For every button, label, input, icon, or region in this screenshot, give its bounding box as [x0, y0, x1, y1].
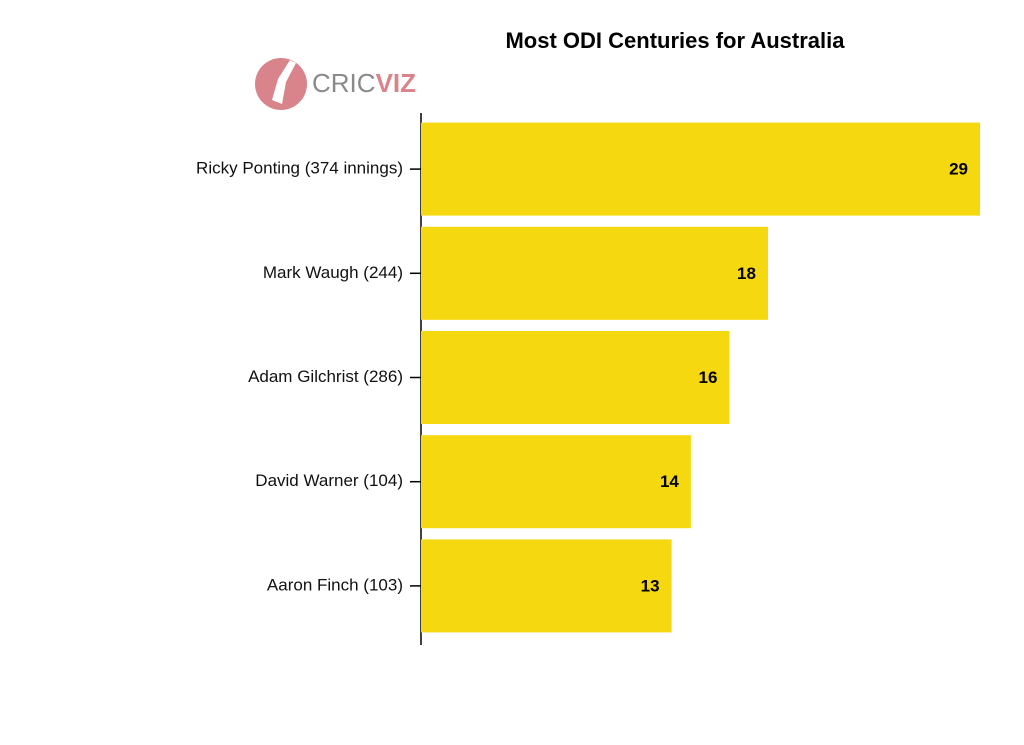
logo: CRICVIZ [255, 58, 416, 110]
value-label: 29 [949, 160, 968, 179]
value-label: 18 [737, 264, 756, 283]
value-label: 14 [660, 472, 679, 491]
y-tick-label: Adam Gilchrist (286) [248, 367, 403, 386]
logo-bat [272, 60, 296, 104]
bar [421, 226, 768, 320]
logo-text: CRICVIZ [312, 68, 416, 98]
y-tick-label: Aaron Finch (103) [267, 575, 403, 594]
bar [421, 435, 691, 529]
y-tick-label: David Warner (104) [255, 471, 403, 490]
logo-part: CRIC [312, 68, 376, 98]
bar [421, 539, 672, 633]
y-tick-label: Ricky Ponting (374 innings) [196, 159, 403, 178]
bar [421, 331, 730, 424]
value-label: 13 [641, 576, 660, 595]
value-label: 16 [698, 368, 717, 387]
chart-title: Most ODI Centuries for Australia [505, 28, 845, 53]
logo-part: VIZ [376, 68, 417, 98]
bar [421, 122, 980, 216]
y-tick-label: Mark Waugh (244) [263, 263, 403, 282]
